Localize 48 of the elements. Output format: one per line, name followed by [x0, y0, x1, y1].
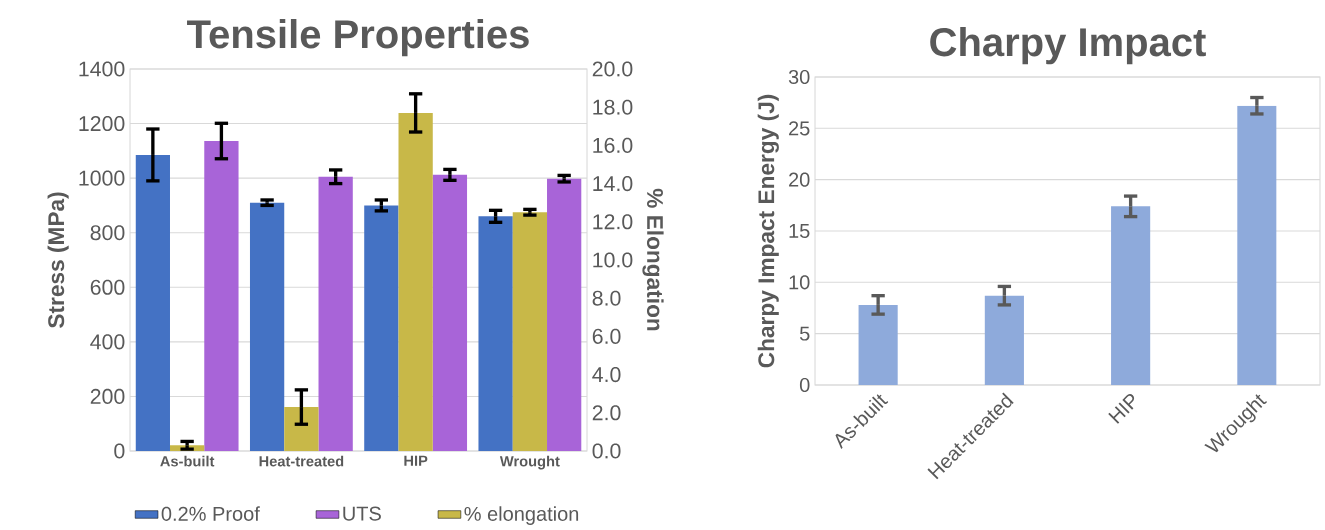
- y2-tick-label: 10.0: [593, 252, 633, 268]
- y2-tick-label: 16.0: [593, 137, 633, 153]
- bar: [284, 407, 319, 451]
- y-tick-label: 30: [788, 69, 810, 85]
- y-tick-label: 25: [789, 121, 810, 136]
- y-axis-title: Charpy Impact Energy (J): [757, 94, 779, 368]
- bar: [1237, 105, 1277, 385]
- y2-tick-label: 4.0: [592, 367, 621, 383]
- y-tick-label: 1200: [79, 116, 125, 132]
- y2-tick-label: 8.0: [592, 290, 621, 306]
- bar: [249, 202, 285, 451]
- x-tick-label: Wrought: [499, 455, 560, 470]
- bar: [204, 141, 239, 451]
- chart-title: Charpy Impact: [930, 27, 1206, 65]
- y-tick-label: 600: [90, 279, 125, 295]
- y2-tick-label: 2.0: [592, 405, 621, 421]
- x-tick-label: As-built: [160, 455, 215, 467]
- bar: [318, 176, 353, 451]
- y-tick-label: 800: [90, 225, 125, 241]
- bar: [858, 304, 898, 385]
- y-tick-label: 15: [789, 224, 810, 238]
- legend-label: % elongation: [464, 506, 579, 525]
- x-tick-label: Heat-treated: [259, 455, 344, 467]
- y-tick-label: 200: [90, 388, 125, 404]
- y-tick-label: 1000: [79, 170, 125, 186]
- x-tick-label: HIP: [1108, 394, 1135, 424]
- legend-label: UTS: [343, 506, 381, 521]
- x-tick-label: HIP: [404, 455, 428, 466]
- y2-tick-label: 18.0: [593, 99, 633, 115]
- y-tick-label: 0: [799, 377, 810, 393]
- y2-tick-label: 0.0: [592, 443, 621, 459]
- y2-tick-label: 12.0: [593, 214, 633, 230]
- y-tick-label: 20: [789, 172, 810, 187]
- y-tick-label: 5: [799, 326, 810, 341]
- y-tick-label: 0: [114, 443, 125, 459]
- bar: [984, 295, 1024, 385]
- bar: [135, 154, 170, 451]
- chart-title: Tensile Properties: [187, 19, 529, 57]
- y-axis-title: Stress (MPa): [47, 192, 69, 328]
- y-tick-label: 1400: [79, 61, 125, 77]
- bar: [1111, 206, 1151, 385]
- y2-axis-title: % Elongation: [642, 188, 664, 331]
- y2-tick-label: 14.0: [593, 176, 633, 192]
- y2-tick-label: 20.0: [592, 61, 633, 77]
- y-tick-label: 10: [789, 275, 810, 290]
- y2-tick-label: 6.0: [592, 328, 621, 344]
- legend-label: 0.2% Proof: [161, 506, 260, 521]
- y-tick-label: 400: [90, 334, 125, 350]
